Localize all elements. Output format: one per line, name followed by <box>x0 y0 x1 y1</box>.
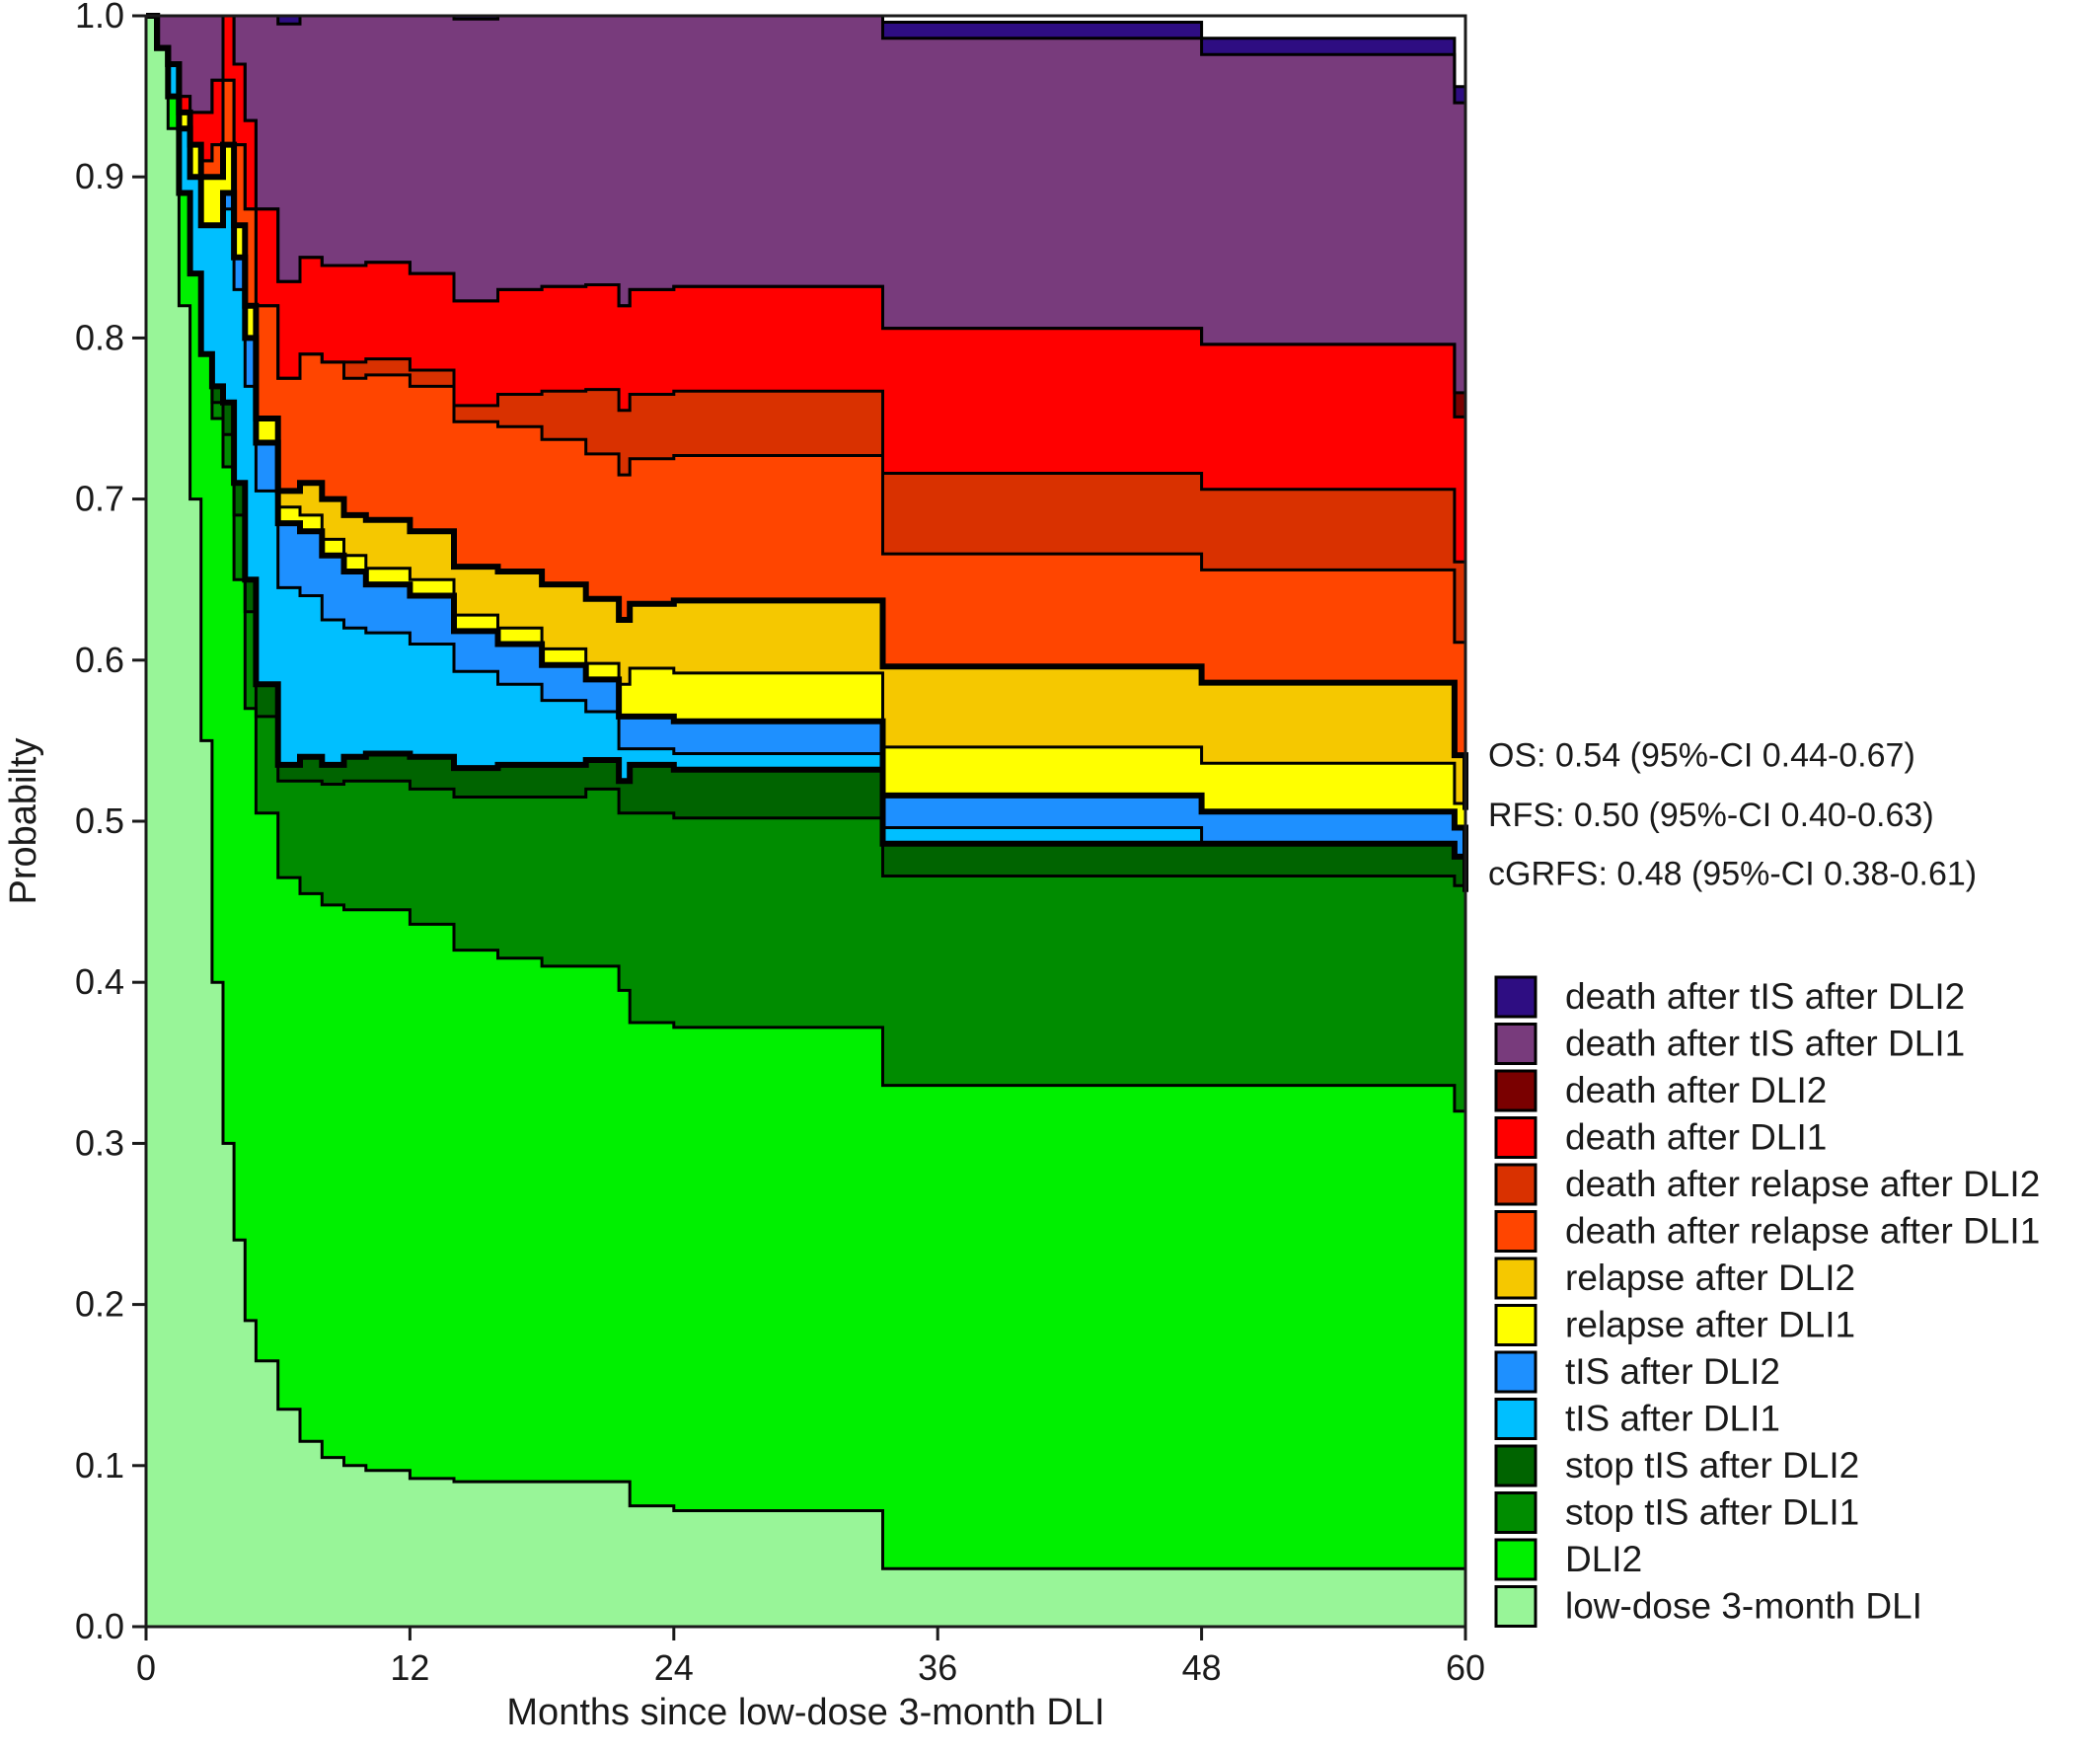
x-axis: 0 12 24 36 48 60 <box>136 1627 1485 1688</box>
x-tick-label: 24 <box>654 1647 694 1688</box>
outline-stop-tis-after-dli2 <box>146 13 1468 892</box>
outline-tis-after-dli2 <box>146 13 1468 864</box>
legend: death after tIS after DLI2 death after tI… <box>1494 975 2040 1628</box>
x-tick-label: 12 <box>390 1647 429 1688</box>
legend-swatch-tis-after-dli1 <box>1494 1398 1538 1440</box>
y-tick-label: 0.3 <box>75 1122 124 1163</box>
area-death-after-tis-after-dli1 <box>146 16 1465 448</box>
y-tick-label: 0.7 <box>75 479 124 519</box>
area-death-after-relapse-after-dli1 <box>146 16 1465 810</box>
legend-swatch-stop-tis-after-dli2 <box>1494 1444 1538 1487</box>
legend-label-relapse-after-dli1: relapse after DLI1 <box>1565 1305 1855 1345</box>
y-tick-label: 0.9 <box>75 156 124 196</box>
legend-label-death-after-tis-after-dli1: death after tIS after DLI1 <box>1565 1024 1965 1064</box>
legend-swatch-low-dose-3-month-dli <box>1494 1585 1538 1628</box>
annotation-os: OS: 0.54 (95%-CI 0.44-0.67) <box>1488 737 1915 775</box>
area-outlines <box>146 13 1468 1570</box>
area-death-after-dli1 <box>146 16 1465 617</box>
outline-death-after-relapse-after-dli2 <box>146 14 1467 617</box>
outline-low-dose-3-month-dli <box>146 14 1465 1570</box>
legend-swatch-death-after-tis-after-dli1 <box>1494 1023 1538 1065</box>
annotation-rfs: RFS: 0.50 (95%-CI 0.40-0.63) <box>1488 797 1934 834</box>
legend-label-death-after-tis-after-dli2: death after tIS after DLI2 <box>1565 976 1965 1017</box>
y-tick-label: 0.2 <box>75 1284 124 1325</box>
x-tick-label: 36 <box>918 1647 957 1688</box>
area-relapse-after-dli2 <box>146 16 1465 839</box>
legend-label-death-after-relapse-after-dli2: death after relapse after DLI2 <box>1565 1164 2040 1204</box>
legend-swatch-death-after-dli1 <box>1494 1116 1538 1159</box>
survival-estimates: OS: 0.54 (95%-CI 0.44-0.67) RFS: 0.50 (95… <box>1488 737 1977 893</box>
legend-label-stop-tis-after-dli2: stop tIS after DLI2 <box>1565 1445 1859 1486</box>
legend-label-death-after-dli2: death after DLI2 <box>1565 1070 1827 1110</box>
legend-swatch-death-after-relapse-after-dli1 <box>1494 1210 1538 1253</box>
legend-swatch-relapse-after-dli1 <box>1494 1304 1538 1346</box>
y-tick-label: 0.5 <box>75 800 124 841</box>
y-tick-label: 0.8 <box>75 317 124 357</box>
y-axis: 0.0 0.1 0.2 0.3 0.4 0.5 0.6 0.7 0.8 0.9 1.0 <box>75 0 146 1646</box>
legend-label-death-after-relapse-after-dli1: death after relapse after DLI1 <box>1565 1211 2040 1252</box>
area-low-dose-3-month-dli <box>146 16 1465 1627</box>
area-death-after-relapse-after-dli2 <box>146 16 1465 698</box>
legend-swatch-death-after-tis-after-dli2 <box>1494 975 1538 1019</box>
legend-label-dli2: DLI2 <box>1565 1539 1642 1579</box>
legend-label-death-after-dli1: death after DLI1 <box>1565 1117 1827 1158</box>
legend-label-low-dose-3-month-dli: low-dose 3-month DLI <box>1565 1586 1922 1627</box>
x-axis-title: Months since low-dose 3-month DLI <box>506 1692 1104 1733</box>
area-dli2 <box>146 16 1465 1569</box>
legend-label-relapse-after-dli2: relapse after DLI2 <box>1565 1258 1855 1298</box>
x-tick-label: 60 <box>1446 1647 1485 1688</box>
y-tick-label: 0.6 <box>75 640 124 680</box>
y-tick-label: 0.0 <box>75 1606 124 1646</box>
area-tis-after-dli1 <box>146 16 1465 892</box>
legend-swatch-stop-tis-after-dli1 <box>1494 1491 1538 1534</box>
legend-swatch-dli2 <box>1494 1538 1538 1581</box>
stacked-areas <box>146 16 1465 1627</box>
y-axis-title: Probabilty <box>3 738 44 905</box>
outline-death-after-dli2 <box>146 14 1467 448</box>
legend-swatch-tis-after-dli2 <box>1494 1350 1538 1394</box>
x-tick-label: 48 <box>1182 1647 1222 1688</box>
legend-label-stop-tis-after-dli1: stop tIS after DLI1 <box>1565 1492 1859 1533</box>
area-relapse-after-dli1 <box>146 16 1465 864</box>
y-tick-label: 1.0 <box>75 0 124 36</box>
legend-label-tis-after-dli2: tIS after DLI2 <box>1565 1351 1780 1392</box>
legend-label-tis-after-dli1: tIS after DLI1 <box>1565 1399 1780 1439</box>
y-tick-label: 0.4 <box>75 961 124 1002</box>
y-tick-label: 0.1 <box>75 1445 124 1486</box>
x-tick-label: 0 <box>136 1647 156 1688</box>
outline-relapse-after-dli2 <box>146 13 1468 810</box>
legend-swatch-relapse-after-dli2 <box>1494 1257 1538 1300</box>
legend-swatch-death-after-dli2 <box>1494 1069 1538 1112</box>
area-stop-tis-after-dli1 <box>146 16 1465 1134</box>
annotation-cgrfs: cGRFS: 0.48 (95%-CI 0.38-0.61) <box>1488 856 1977 893</box>
legend-swatch-death-after-relapse-after-dli2 <box>1494 1163 1538 1206</box>
